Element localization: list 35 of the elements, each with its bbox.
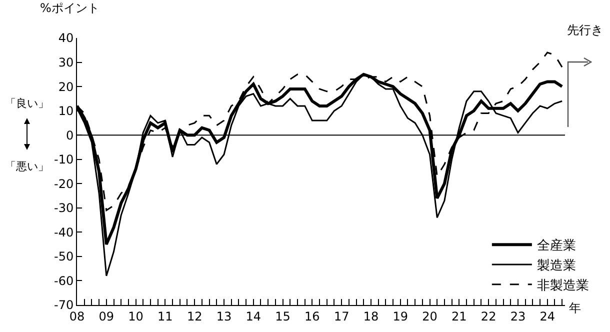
x-tick-label: 14 [246, 309, 262, 324]
x-tick-label: 24 [540, 309, 555, 324]
y-tick-label: 20 [58, 80, 74, 94]
x-tick-label: 10 [128, 309, 144, 324]
x-tick-label: 18 [363, 309, 379, 324]
y-tick-label: 10 [58, 104, 74, 118]
text: 先行き [567, 23, 603, 37]
x-tick-label: 17 [334, 309, 350, 324]
text: 「良い」 [5, 97, 49, 110]
y-tick-label: 40 [58, 31, 74, 46]
x-tick-label: 15 [275, 309, 290, 324]
x-tick-label: 12 [186, 309, 202, 324]
y-tick-label: -30 [54, 201, 74, 216]
legend-label: 非製造業 [536, 278, 589, 294]
y-tick-label: -60 [54, 274, 74, 288]
x-tick-label: 19 [392, 309, 408, 324]
y-axis-title: %ポイント [40, 1, 100, 15]
x-tick-label: 16 [304, 309, 320, 324]
legend-label: 製造業 [536, 258, 576, 274]
x-tick-label: 20 [422, 309, 438, 324]
y-tick-label: -50 [54, 250, 74, 264]
x-tick-label: 09 [98, 309, 114, 324]
x-tick-label: 22 [480, 309, 496, 324]
text: 「悪い」 [5, 160, 49, 173]
y-tick-label: 30 [58, 55, 74, 70]
x-axis-title: 年 [569, 301, 581, 315]
y-tick-label: 0 [66, 128, 74, 142]
y-tick-label: -20 [54, 176, 74, 191]
y-tick-label: -40 [54, 225, 74, 240]
y-tick-label: -10 [54, 152, 74, 167]
legend-label: 全産業 [536, 238, 576, 254]
x-tick-label: 11 [158, 309, 173, 324]
x-tick-label: 13 [216, 309, 232, 324]
x-tick-label: 23 [510, 309, 526, 324]
x-tick-label: 21 [452, 309, 467, 324]
